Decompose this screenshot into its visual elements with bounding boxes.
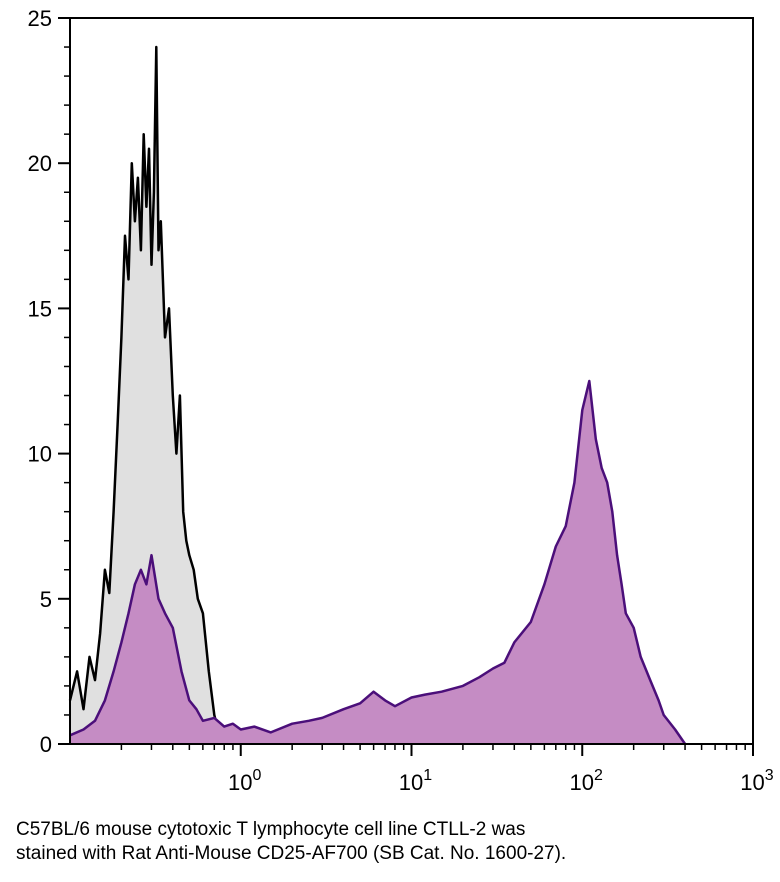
series-1-area [70,47,225,744]
y-tick-label: 15 [28,296,52,321]
series-1-line [68,45,226,745]
series-2-area [70,381,686,744]
x-tick-label: 103 [740,767,773,795]
y-tick-label: 5 [40,587,52,612]
x-tick-label: 101 [399,767,432,795]
series-layer [68,45,687,745]
y-tick-label: 10 [28,442,52,467]
caption-line-1: C57BL/6 mouse cytotoxic T lymphocyte cel… [16,819,526,840]
x-tick-label: 102 [570,767,603,795]
y-tick-label: 0 [40,732,52,757]
caption-line-2: stained with Rat Anti-Mouse CD25-AF700 (… [16,843,567,864]
histogram-chart: 0 5 10 15 20 25 100 101 102 103 [28,6,774,795]
x-tick-label: 100 [228,767,261,795]
y-tick-label: 25 [28,6,52,31]
y-tick-label: 20 [28,151,52,176]
figure-caption: C57BL/6 mouse cytotoxic T lymphocyte cel… [16,818,766,866]
series-2-line [69,379,687,745]
axis-layer: 0 5 10 15 20 25 100 101 102 103 [28,6,774,795]
